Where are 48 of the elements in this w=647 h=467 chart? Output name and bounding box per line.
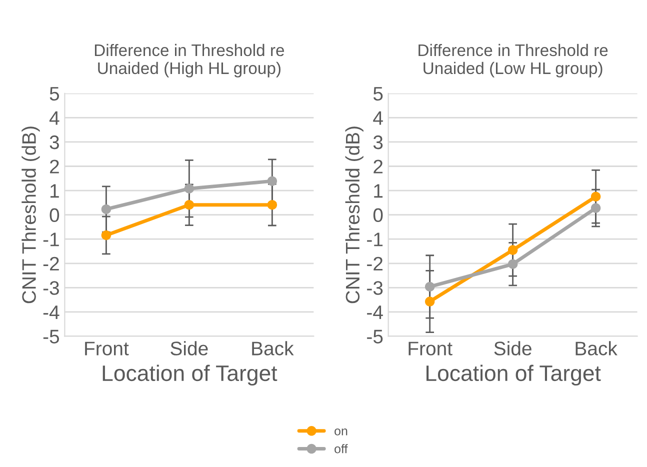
y-tick-label: -5 bbox=[43, 330, 60, 344]
y-tick-label: -2 bbox=[43, 256, 59, 270]
y-tick-label: 2 bbox=[374, 160, 383, 174]
point bbox=[508, 245, 518, 255]
y-tick-label: -1 bbox=[43, 232, 59, 246]
legend-label: off bbox=[334, 444, 348, 454]
point bbox=[267, 176, 278, 186]
y-tick-label: -5 bbox=[367, 330, 383, 344]
y-tick-label: 1 bbox=[374, 184, 383, 198]
chart-title: Difference in Threshold re Unaided (Low HL group) bbox=[418, 44, 608, 78]
chart-title: Difference in Threshold re Unaided (High HL group) bbox=[94, 44, 284, 78]
y-tick-label: 0 bbox=[373, 208, 383, 222]
point bbox=[590, 192, 601, 202]
point bbox=[101, 230, 112, 240]
y-axis-title: CNIT Threshold (dB) bbox=[345, 126, 364, 304]
point bbox=[184, 184, 194, 194]
y-tick-label: -2 bbox=[367, 256, 383, 270]
point bbox=[424, 282, 435, 292]
x-tick-label: Back bbox=[576, 341, 618, 356]
y-axis-title: CNIT Threshold (dB) bbox=[22, 126, 40, 304]
point bbox=[508, 259, 518, 269]
y-tick-label: 2 bbox=[50, 160, 59, 174]
y-tick-label: 5 bbox=[50, 87, 60, 101]
x-tick-label: Side bbox=[170, 341, 208, 356]
x-axis-title: Location of Target bbox=[426, 364, 601, 386]
x-axis-title: Location of Target bbox=[102, 364, 278, 386]
y-tick-label: -4 bbox=[43, 306, 60, 319]
y-tick-label: 4 bbox=[373, 111, 383, 125]
point bbox=[101, 204, 112, 214]
x-tick-label: Side bbox=[494, 341, 532, 356]
y-tick-label: 5 bbox=[373, 87, 383, 101]
y-tick-label: 3 bbox=[50, 135, 59, 150]
y-tick-label: 4 bbox=[49, 111, 60, 125]
y-tick-label: -1 bbox=[367, 232, 383, 246]
y-tick-label: 0 bbox=[50, 208, 60, 222]
point bbox=[590, 203, 601, 213]
point bbox=[267, 200, 278, 210]
legend-label: on bbox=[334, 428, 348, 436]
x-tick-label: Back bbox=[252, 341, 294, 356]
y-tick-label: -3 bbox=[367, 281, 383, 295]
y-tick-label: 1 bbox=[50, 184, 59, 198]
point bbox=[424, 296, 435, 306]
y-tick-label: -3 bbox=[43, 281, 59, 295]
x-tick-label: Front bbox=[408, 342, 452, 356]
x-tick-label: Front bbox=[85, 342, 129, 356]
point bbox=[184, 200, 194, 210]
y-tick-label: 3 bbox=[373, 135, 383, 150]
y-tick-label: -4 bbox=[367, 306, 383, 319]
